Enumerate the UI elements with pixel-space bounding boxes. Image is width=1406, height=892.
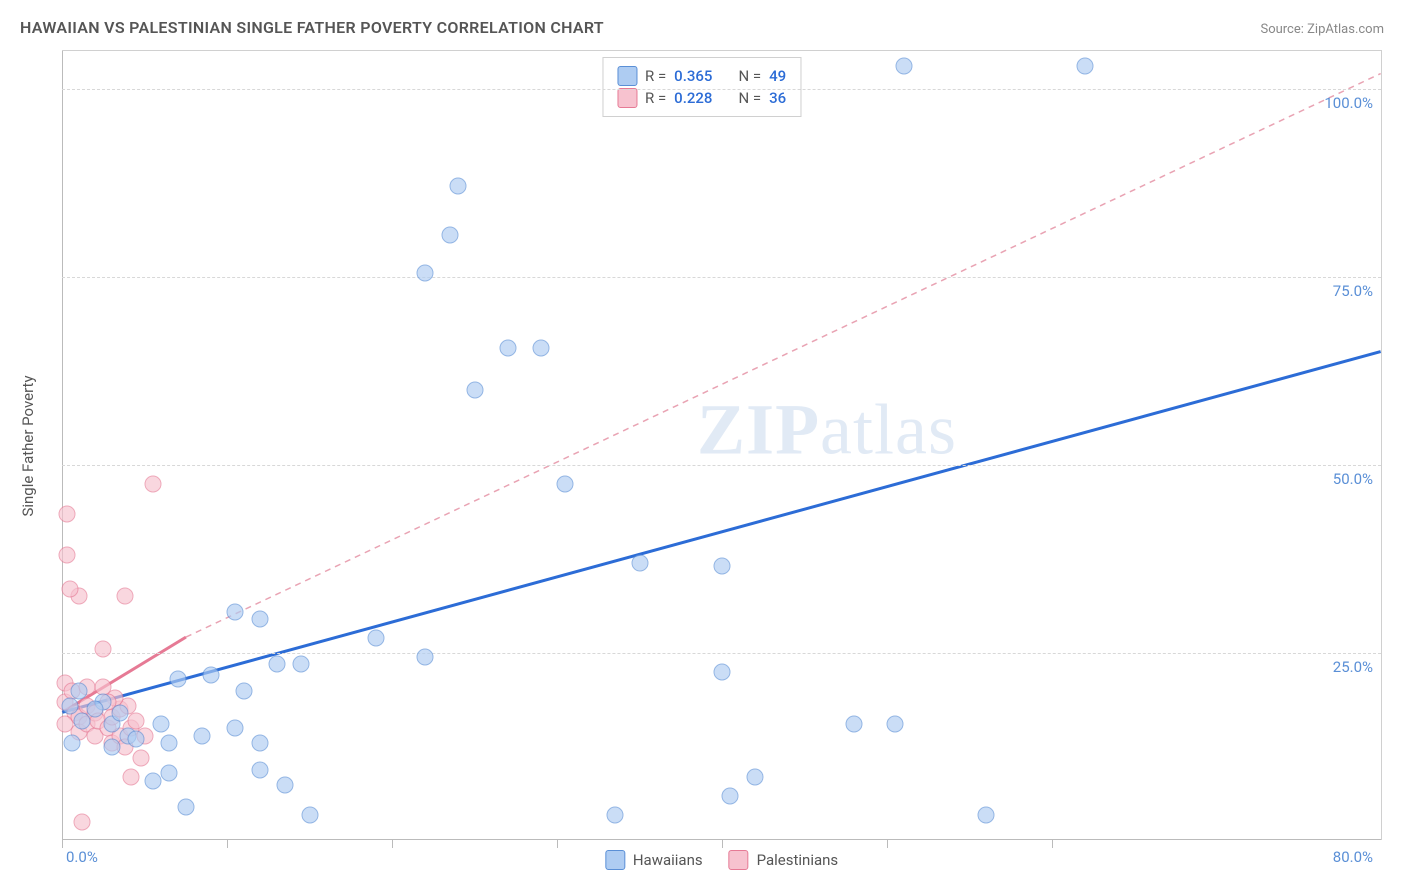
hawaiian-point <box>606 806 623 823</box>
palestinian-point <box>73 814 90 831</box>
legend-row-hawaiian: R = 0.365 N = 49 <box>617 66 786 86</box>
hawaiian-point <box>417 648 434 665</box>
x-tick <box>887 840 888 848</box>
y-tick-label: 25.0% <box>1333 658 1373 676</box>
hawaiian-point <box>128 731 145 748</box>
hawaiian-point <box>227 603 244 620</box>
hawaiian-point <box>557 475 574 492</box>
x-tick <box>62 840 63 848</box>
r-value-hawaiian: 0.365 <box>674 67 712 85</box>
chart-title: HAWAIIAN VS PALESTINIAN SINGLE FATHER PO… <box>20 18 604 37</box>
hawaiian-point <box>466 381 483 398</box>
n-value-palestinian: 36 <box>769 89 786 107</box>
hawaiian-point <box>1077 58 1094 75</box>
hawaiian-point <box>846 716 863 733</box>
hawaiian-point <box>441 227 458 244</box>
correlation-legend: R = 0.365 N = 49 R = 0.228 N = 36 <box>602 57 801 117</box>
hawaiian-point <box>252 735 269 752</box>
legend-label-hawaiians: Hawaiians <box>633 851 703 869</box>
hawaiian-point <box>63 735 80 752</box>
y-axis-title: Single Father Poverty <box>19 375 37 516</box>
chart-container: HAWAIIAN VS PALESTINIAN SINGLE FATHER PO… <box>0 0 1406 892</box>
hawaiian-point <box>161 765 178 782</box>
legend-row-palestinian: R = 0.228 N = 36 <box>617 88 786 108</box>
palestinian-point <box>95 641 112 658</box>
x-tick <box>1052 840 1053 848</box>
hawaiian-point <box>722 787 739 804</box>
hawaiian-point <box>714 663 731 680</box>
gridline <box>62 277 1381 278</box>
r-label: R = <box>645 67 666 85</box>
r-label: R = <box>645 89 666 107</box>
hawaiian-point <box>252 761 269 778</box>
hawaiian-point <box>747 769 764 786</box>
x-origin-label: 0.0% <box>66 848 98 866</box>
hawaiian-point <box>450 178 467 195</box>
hawaiian-point <box>887 716 904 733</box>
n-label: N = <box>738 89 761 107</box>
hawaiian-point <box>177 799 194 816</box>
y-tick-label: 50.0% <box>1333 470 1373 488</box>
hawaiian-point <box>153 716 170 733</box>
hawaiian-point <box>62 697 79 714</box>
trend-lines-svg <box>62 51 1381 840</box>
hawaiian-point <box>252 611 269 628</box>
hawaiian-point <box>87 701 104 718</box>
hawaiian-point <box>532 340 549 357</box>
hawaiian-point <box>144 772 161 789</box>
swatch-palestinian <box>617 88 637 108</box>
plot-area: ZIPatlas R = 0.365 N = 49 R = 0.228 N = … <box>62 50 1382 840</box>
gridline <box>62 653 1381 654</box>
palestinian-point <box>62 580 79 597</box>
n-value-hawaiian: 49 <box>769 67 786 85</box>
hawaiian-point <box>367 629 384 646</box>
hawaiian-point <box>714 558 731 575</box>
hawaiian-point <box>202 667 219 684</box>
hawaiian-point <box>301 806 318 823</box>
hawaiian-point <box>895 58 912 75</box>
hawaiian-point <box>227 720 244 737</box>
hawaiian-point <box>293 656 310 673</box>
legend-label-palestinians: Palestinians <box>757 851 839 869</box>
x-max-label: 80.0% <box>1333 848 1373 866</box>
hawaiian-point <box>631 554 648 571</box>
trend-line <box>186 74 1381 638</box>
swatch-hawaiian-icon <box>605 850 625 870</box>
palestinian-point <box>123 769 140 786</box>
y-tick-label: 100.0% <box>1324 94 1373 112</box>
hawaiian-point <box>169 671 186 688</box>
hawaiian-point <box>194 727 211 744</box>
x-tick <box>227 840 228 848</box>
x-tick <box>722 840 723 848</box>
gridline <box>62 89 1381 90</box>
hawaiian-point <box>276 776 293 793</box>
x-tick <box>392 840 393 848</box>
legend-item-hawaiians: Hawaiians <box>605 850 703 870</box>
swatch-hawaiian <box>617 66 637 86</box>
palestinian-point <box>58 547 75 564</box>
hawaiian-point <box>70 682 87 699</box>
hawaiian-point <box>111 705 128 722</box>
hawaiian-point <box>161 735 178 752</box>
n-label: N = <box>738 67 761 85</box>
series-legend: Hawaiians Palestinians <box>605 850 838 870</box>
hawaiian-point <box>978 806 995 823</box>
gridline <box>62 465 1381 466</box>
hawaiian-point <box>499 340 516 357</box>
source-label: Source: ZipAtlas.com <box>1260 22 1384 37</box>
palestinian-point <box>144 475 161 492</box>
hawaiian-point <box>235 682 252 699</box>
legend-item-palestinians: Palestinians <box>729 850 839 870</box>
swatch-palestinian-icon <box>729 850 749 870</box>
r-value-palestinian: 0.228 <box>674 89 712 107</box>
hawaiian-point <box>268 656 285 673</box>
x-tick <box>557 840 558 848</box>
trend-line <box>62 352 1380 713</box>
hawaiian-point <box>417 264 434 281</box>
hawaiian-point <box>103 738 120 755</box>
palestinian-point <box>58 505 75 522</box>
y-tick-label: 75.0% <box>1333 282 1373 300</box>
palestinian-point <box>116 588 133 605</box>
palestinian-point <box>133 750 150 767</box>
